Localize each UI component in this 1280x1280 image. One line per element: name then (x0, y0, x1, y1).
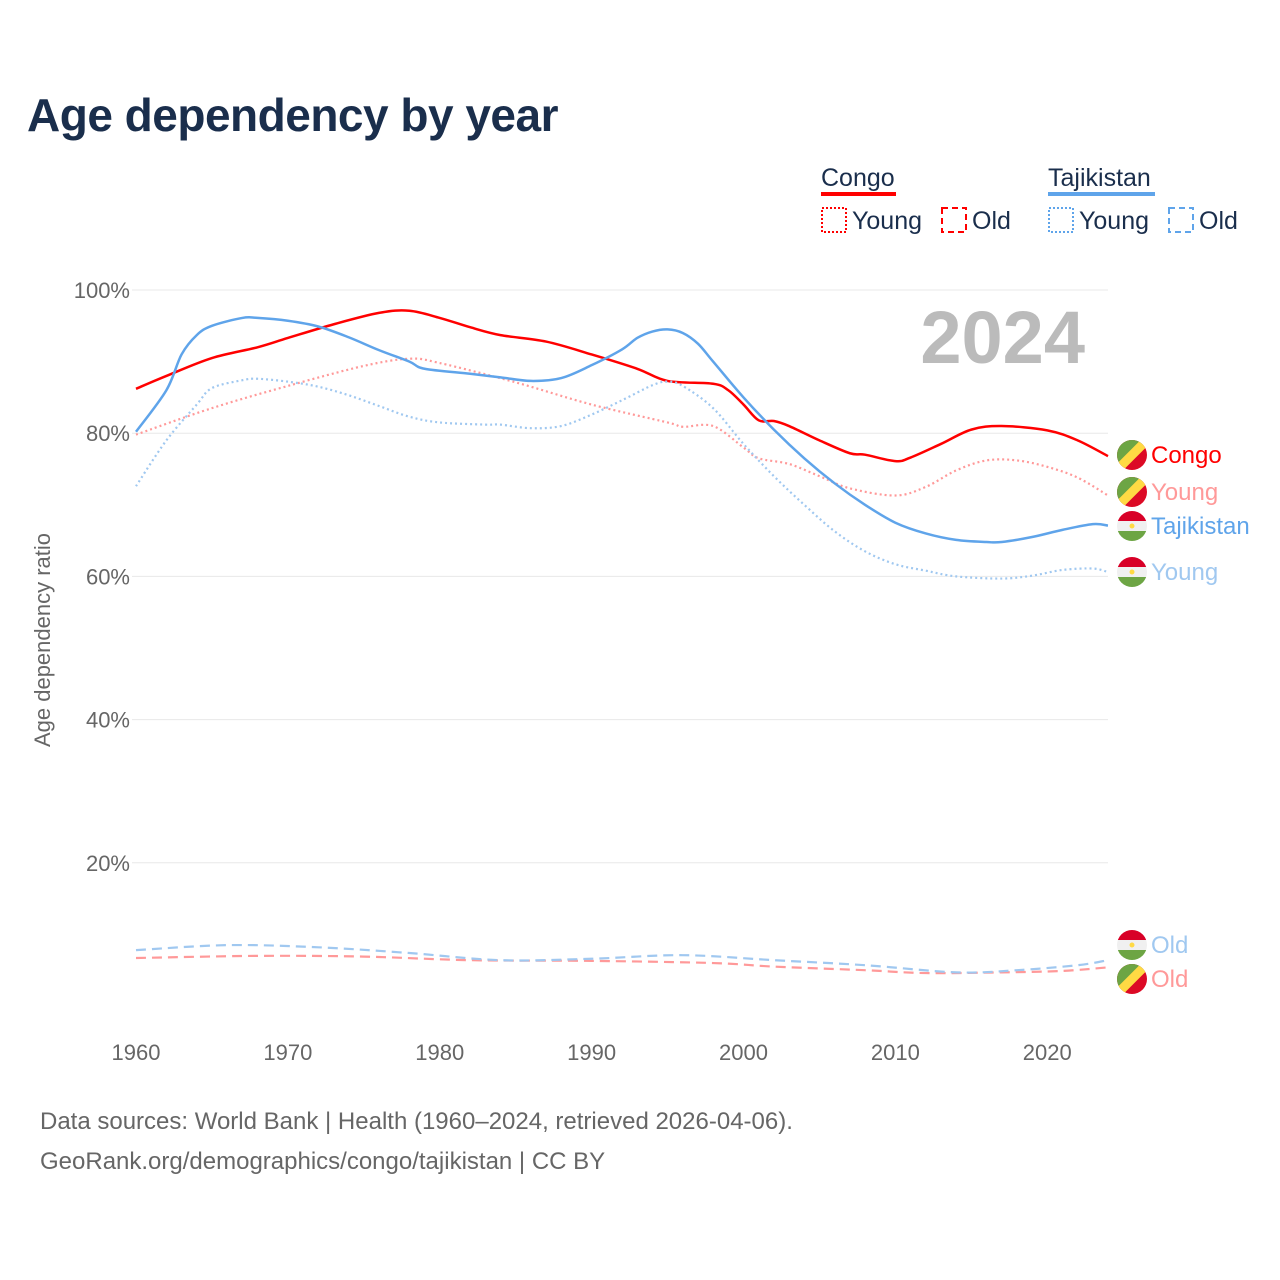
page-title: Age dependency by year (27, 89, 558, 141)
flag-crown (1129, 942, 1135, 948)
footer-sources: Data sources: World Bank | Health (1960–… (40, 1108, 793, 1135)
x-tick-label: 2010 (871, 1040, 920, 1065)
x-tick-label: 1990 (567, 1040, 616, 1065)
end-label: Young (1151, 479, 1218, 506)
legend-swatch-old (1168, 207, 1194, 233)
legend-swatch-young (1048, 207, 1074, 233)
legend-title-congo: Congo (821, 164, 895, 192)
flag-body (1117, 557, 1147, 587)
y-axis-label: Age dependency ratio (30, 533, 55, 747)
end-label: Old (1151, 932, 1188, 959)
y-tick-label: 20% (86, 851, 130, 876)
year-watermark: 2024 (920, 296, 1085, 379)
end-label: Old (1151, 966, 1188, 993)
legend-swatch-young (821, 207, 847, 233)
y-tick-label: 100% (74, 278, 130, 303)
flag-green (1117, 950, 1147, 960)
flag-icon-tajikistan (1117, 557, 1147, 587)
end-label: Congo (1151, 442, 1222, 469)
y-tick-label: 60% (86, 564, 130, 589)
series-line-congo (135, 309, 1109, 463)
series-line-congo-old (135, 954, 1109, 975)
flag-icon-congo (1117, 440, 1147, 470)
x-tick-label: 2020 (1023, 1040, 1072, 1065)
flag-green (1117, 531, 1147, 541)
flag-green (1117, 577, 1147, 587)
flag-icon-tajikistan (1117, 511, 1147, 541)
legend-young-label: Young (852, 207, 922, 235)
flag-red (1117, 511, 1147, 521)
flag-icon-congo (1117, 477, 1147, 507)
flag-body (1117, 930, 1147, 960)
y-tick-label: 80% (86, 421, 130, 446)
series-line-congo-young (135, 357, 1109, 497)
x-tick-label: 1980 (415, 1040, 464, 1065)
legend-old-label: Old (1199, 207, 1238, 235)
flag-body (1117, 511, 1147, 541)
x-tick-label: 2000 (719, 1040, 768, 1065)
flag-crown (1129, 523, 1135, 529)
series-line-tajikistan-young (135, 377, 1109, 580)
flag-red (1117, 557, 1147, 567)
y-tick-label: 40% (86, 708, 130, 733)
series-line-tajikistan-old (135, 943, 1109, 974)
footer-url[interactable]: GeoRank.org/demographics/congo/tajikista… (40, 1148, 606, 1175)
flag-crown (1129, 569, 1135, 575)
end-label: Tajikistan (1151, 513, 1250, 540)
flag-body (1117, 477, 1147, 507)
legend-old-label: Old (972, 207, 1011, 235)
flag-red (1117, 930, 1147, 940)
x-tick-label: 1960 (112, 1040, 161, 1065)
series-line-tajikistan (134, 315, 1109, 544)
flag-body (1117, 440, 1147, 470)
flag-body (1117, 964, 1147, 994)
flag-icon-tajikistan (1117, 930, 1147, 960)
legend-title-tajikistan: Tajikistan (1048, 164, 1151, 192)
legend-young-label: Young (1079, 207, 1149, 235)
legend-swatch-old (941, 207, 967, 233)
flag-icon-congo (1117, 964, 1147, 994)
x-tick-label: 1970 (263, 1040, 312, 1065)
line-chart: 20% 40% 60% 80% 100% 1960 1970 1980 1990 2000 2010… (30, 164, 1250, 1065)
end-label: Young (1151, 559, 1218, 586)
